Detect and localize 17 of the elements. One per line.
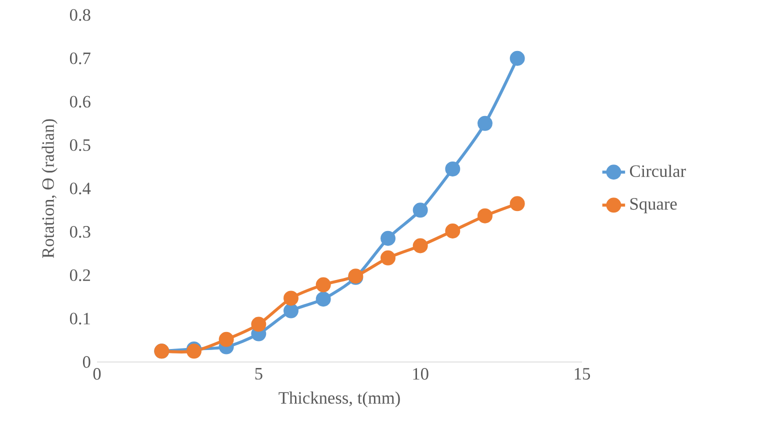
y-tick-label: 0.8 (70, 9, 90, 21)
legend-label: Square (630, 198, 677, 214)
y-tick-label: 0.1 (70, 312, 90, 325)
x-tick-label: 0 (93, 368, 101, 380)
y-axis-title: Rotation, ϴ (radian) (42, 119, 58, 258)
y-tick-label: 0.4 (70, 182, 91, 194)
x-tick-label: 5 (255, 368, 262, 380)
y-tick-label: 0.6 (70, 96, 90, 108)
x-axis-title: Thickness, t(mm) (278, 392, 400, 408)
x-tick-label: 15 (574, 368, 590, 380)
y-tick-label: 0.7 (70, 52, 90, 64)
y-tick-label: 0.5 (70, 139, 90, 152)
x-tick-label: 10 (413, 368, 428, 380)
y-tick-label: 0.2 (70, 269, 90, 282)
y-tick-label: 0.3 (70, 226, 90, 238)
y-tick-label: 0 (82, 356, 90, 368)
legend-label: Circular (630, 164, 686, 178)
